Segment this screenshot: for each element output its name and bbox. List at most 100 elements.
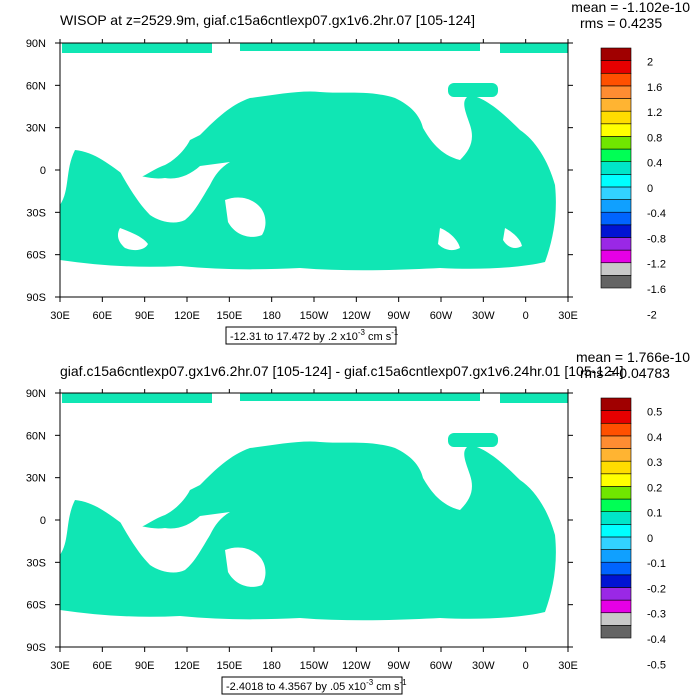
colorbar-label: 0.8	[647, 132, 662, 144]
colorbar-swatch	[600, 123, 632, 137]
colorbar-label: -0.8	[647, 233, 666, 245]
y-tick-label: 90N	[26, 38, 46, 50]
antarctic-hole-2	[503, 228, 522, 248]
arctic-strip-central	[240, 43, 480, 51]
panel-title: giaf.c15a6cntlexp07.gx1v6.2hr.07 [105-12…	[60, 363, 624, 379]
x-tick-label: 30E	[558, 660, 578, 672]
colorbar-swatch	[600, 186, 632, 200]
ocean-field	[60, 43, 568, 271]
x-tick-label: 60W	[430, 310, 453, 322]
colorbar-label: -2	[647, 309, 657, 321]
x-tick-label: 150W	[300, 310, 329, 322]
colorbar-label: 1.6	[647, 82, 662, 94]
map-field	[60, 393, 568, 647]
arctic-strip-west	[62, 43, 212, 53]
indonesia-australia-gap	[118, 512, 230, 573]
colorbar-label: 0	[647, 533, 653, 545]
panel-title: WISOP at z=2529.9m, giaf.c15a6cntlexp07.…	[60, 12, 475, 28]
axes: 30E 60E 90E 120E 150E 180 150W 120W 90W 60W 30W 0 30…	[26, 38, 578, 322]
colorbar-label: 0.4	[647, 432, 662, 444]
x-tick-label: 180	[262, 660, 280, 672]
x-tick-label: 60E	[93, 310, 113, 322]
colorbar-swatch	[600, 47, 632, 61]
colorbar-swatch	[600, 60, 632, 74]
land-masks	[117, 162, 522, 251]
y-tick-label: 30S	[26, 207, 46, 219]
x-tick-label: 90W	[387, 660, 410, 672]
panel-top: WISOP at z=2529.9m, giaf.c15a6cntlexp07.…	[26, 0, 690, 345]
x-tick-label: 0	[523, 310, 529, 322]
arctic-strip-central	[240, 393, 480, 401]
colorbar: 2 1.6 1.2 0.8 0.4 0 -0.4 -0.8 -1.2 -1.6 -2	[600, 47, 666, 321]
panel-bottom: giaf.c15a6cntlexp07.gx1v6.2hr.07 [105-12…	[26, 349, 690, 695]
mean-stat: mean = 1.766e-10	[576, 349, 690, 365]
colorbar-swatch	[600, 625, 632, 639]
colorbar-swatch	[600, 561, 632, 576]
y-tick-label: 90S	[26, 642, 46, 654]
north-atlantic-north	[448, 433, 498, 447]
colorbar-swatch	[600, 262, 632, 276]
mean-stat: mean = -1.102e-10	[571, 0, 690, 15]
colorbar-swatch	[600, 237, 632, 251]
colorbar-swatch	[600, 536, 632, 550]
colorbar-label: 0	[647, 183, 653, 195]
antarctic-hole-1	[117, 228, 148, 251]
x-tick-label: 30W	[472, 310, 495, 322]
ocean-basins	[60, 91, 556, 271]
south-america-tip	[438, 228, 460, 251]
colorbar-swatch	[600, 410, 632, 424]
x-tick-label: 90E	[135, 310, 155, 322]
colorbar-label: 0.4	[647, 158, 662, 170]
colorbar-label: 0.2	[647, 482, 662, 494]
colorbar-swatch	[600, 148, 632, 162]
colorbar-label: -1.2	[647, 259, 666, 271]
x-tick-label: 120E	[174, 310, 200, 322]
colorbar-label: -0.3	[647, 609, 666, 621]
x-tick-label: 150E	[216, 310, 242, 322]
colorbar-swatch	[600, 72, 632, 87]
ocean-basins	[60, 441, 556, 621]
arctic-strip-east	[500, 43, 568, 53]
colorbar-swatch	[600, 224, 632, 238]
rms-stat: rms = 0.04783	[580, 365, 670, 381]
colorbar-swatch	[600, 136, 632, 150]
colorbar-swatch	[600, 397, 632, 411]
y-tick-label: 0	[40, 165, 46, 177]
australia-land	[225, 547, 266, 587]
x-tick-label: 30E	[558, 310, 578, 322]
arctic-strip-east	[500, 393, 568, 403]
colorbar-label: 0.3	[647, 457, 662, 469]
range-note: -2.4018 to 4.3567 by .05 x10-3 cm s-1	[221, 676, 407, 695]
colorbar-label: 0.1	[647, 508, 662, 520]
colorbar-swatch	[600, 110, 632, 125]
rms-stat: rms = 0.4235	[580, 15, 662, 31]
land-masks	[118, 512, 266, 587]
colorbar-swatch	[600, 448, 632, 462]
x-tick-label: 60E	[93, 660, 113, 672]
y-tick-label: 30N	[26, 473, 46, 485]
colorbar-swatch	[600, 599, 632, 614]
colorbar-swatch	[600, 612, 632, 626]
colorbar-swatch	[600, 98, 632, 112]
colorbar-label: 0.5	[647, 407, 662, 419]
colorbar-label: -0.4	[647, 634, 666, 646]
ocean-field	[60, 393, 568, 621]
x-tick-label: 60W	[430, 660, 453, 672]
colorbar-swatch	[600, 275, 632, 289]
y-tick-label: 60S	[26, 250, 46, 262]
x-tick-label: 120W	[342, 660, 371, 672]
indonesia-australia-gap	[118, 162, 230, 223]
x-tick-label: 120E	[174, 660, 200, 672]
colorbar-swatch	[600, 511, 632, 525]
range-note-text: -2.4018 to 4.3567 by .05 x10-3 cm s-1	[226, 678, 407, 693]
colorbar-label: -0.4	[647, 208, 666, 220]
colorbar-swatch	[600, 249, 632, 264]
colorbar-swatch	[600, 498, 632, 512]
x-tick-label: 150W	[300, 660, 329, 672]
x-tick-label: 30E	[50, 310, 70, 322]
colorbar-label: 2	[647, 57, 653, 69]
axes: 30E 60E 90E 120E 150E 180 150W 120W 90W 60W 30W 0 30…	[26, 388, 578, 672]
y-tick-label: 60N	[26, 430, 46, 442]
colorbar-swatch	[600, 587, 632, 601]
